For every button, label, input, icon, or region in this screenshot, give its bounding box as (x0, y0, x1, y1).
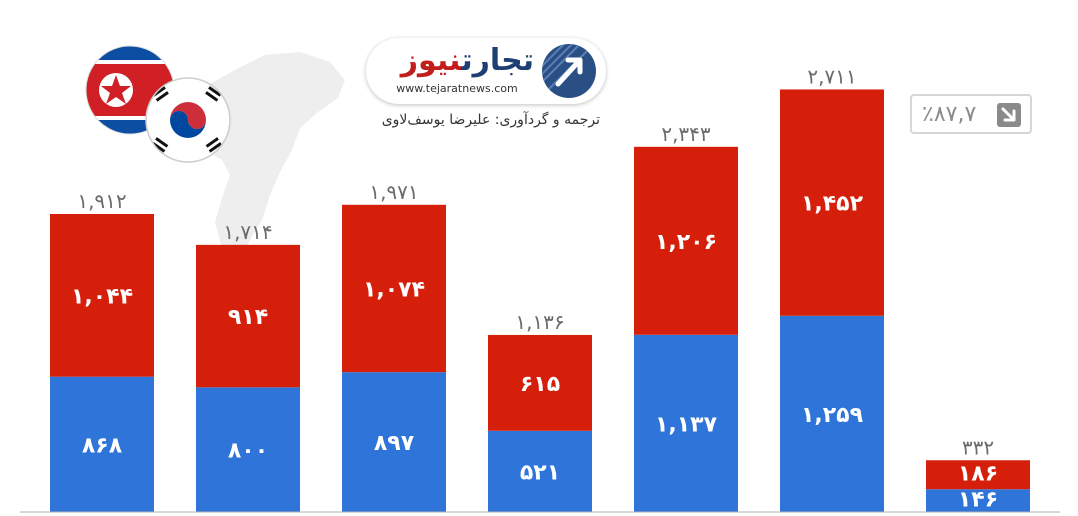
bottom-segment-label: ۸۰۰ (228, 439, 268, 464)
top-segment-label: ۱,۴۵۲ (801, 192, 864, 217)
bottom-segment-label: ۱,۱۳۷ (655, 412, 718, 437)
bar-segment-top (488, 334, 592, 431)
bottom-segment-label: ۸۹۷ (374, 431, 415, 456)
bar-total-label: ۲,۳۴۳ (661, 122, 711, 146)
logo-brand-red: نیوز (400, 43, 462, 78)
bar-segment-bottom (926, 489, 1030, 512)
bar-segment-bottom (634, 334, 738, 512)
bottom-segment-label: ۱۴۶ (958, 488, 998, 513)
bar-segment-bottom (780, 315, 884, 512)
bar-total-label: ۲,۷۱۱ (807, 64, 856, 88)
south-korea-flag-icon (145, 77, 231, 163)
bar-segment-bottom (488, 430, 592, 512)
top-segment-label: ۱,۰۷۴ (363, 277, 425, 302)
bar-total-label: ۱,۹۱۲ (77, 189, 126, 213)
top-segment-label: ۹۱۴ (228, 305, 268, 330)
top-segment-label: ۶۱۵ (520, 372, 560, 397)
tejarat-news-emblem-icon (542, 44, 596, 98)
top-segment-label: ۱,۰۴۴ (71, 284, 133, 309)
bar-total-label: ۱,۷۱۴ (223, 220, 272, 244)
top-segment-label: ۱۸۶ (958, 462, 998, 487)
bar-total-label: ۱,۹۷۱ (369, 180, 418, 204)
bottom-segment-label: ۸۶۸ (82, 433, 123, 458)
bar-segment-top (926, 460, 1030, 490)
bar-segment-top (634, 146, 738, 335)
logo-url: www.tejaratnews.com (396, 82, 518, 95)
bar-segment-top (50, 213, 154, 377)
bottom-segment-label: ۱,۲۵۹ (801, 403, 863, 428)
bar-total-label: ۱,۱۳۶ (515, 310, 564, 334)
arrow-down-right-icon (997, 103, 1021, 127)
bar-segment-bottom (196, 387, 300, 512)
bar-segment-top (780, 89, 884, 316)
bars-group: ۸۶۸ ۱,۰۴۴ ۱,۹۱۲ ۸۰۰ ۹۱۴ ۱,۷۱۴ ۸۹۷ ۱,۰۷۴ ۱,۹۷۱ ۵۲۱… (50, 64, 1030, 513)
tejarat-news-logo: تجارتنیوز www.tejaratnews.com (366, 38, 606, 104)
change-value: ٪۸۷,۷ (922, 102, 977, 127)
logo-brand-text: تجارتنیوز (366, 42, 534, 80)
bar-segment-top (196, 244, 300, 388)
top-segment-label: ۱,۲۰۶ (655, 230, 717, 255)
bar-total-label: ۳۳۲ (962, 435, 994, 459)
credit-line: ترجمه و گردآوری: علیرضا یوسف‌لاوی (381, 112, 600, 128)
logo-brand-blue: تجارت (461, 43, 534, 78)
bar-segment-bottom (50, 376, 154, 512)
bottom-segment-label: ۵۲۱ (520, 460, 560, 485)
change-indicator: ٪۸۷,۷ (910, 94, 1032, 134)
bar-segment-top (342, 204, 446, 373)
bar-segment-bottom (342, 372, 446, 512)
